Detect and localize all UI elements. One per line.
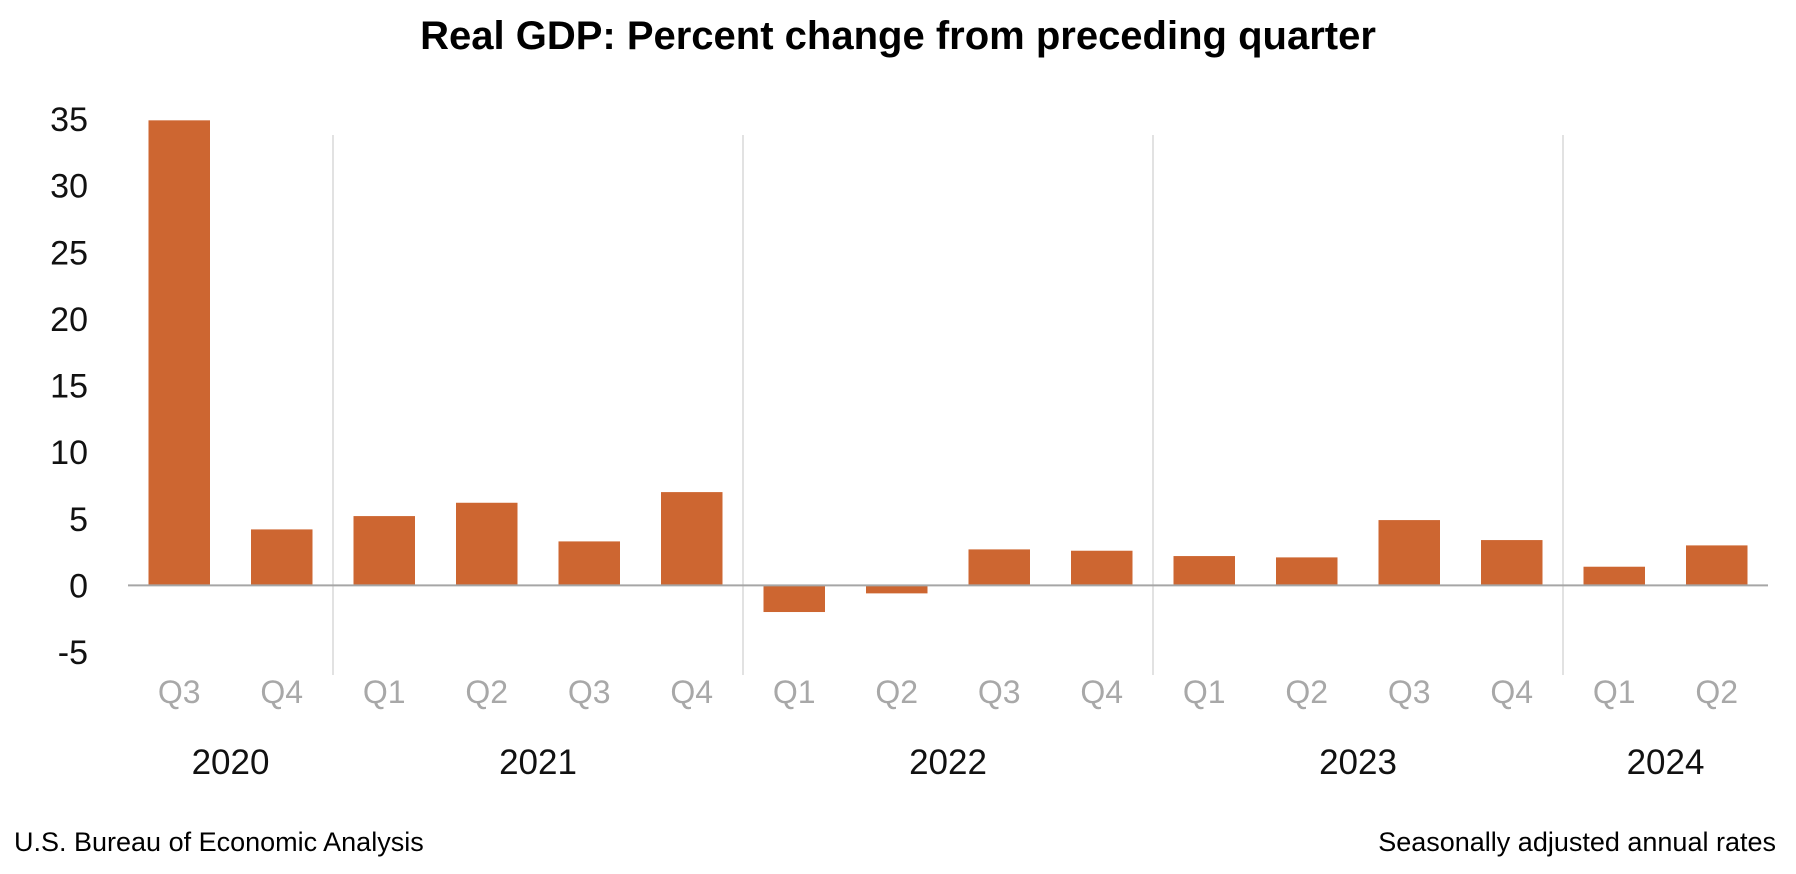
source-note: U.S. Bureau of Economic Analysis [14, 827, 424, 857]
quarter-label: Q2 [1285, 674, 1328, 710]
bar-15 [1686, 545, 1748, 586]
year-separators [332, 135, 1564, 675]
bar-13 [1481, 540, 1543, 586]
bar-4 [558, 541, 620, 586]
y-tick-label: 15 [50, 368, 88, 406]
bar-1 [251, 529, 313, 586]
year-label: 2020 [192, 743, 270, 782]
quarter-label: Q1 [773, 674, 816, 710]
quarter-label: Q3 [158, 674, 201, 710]
year-label: 2021 [499, 743, 577, 782]
quarter-label: Q3 [1388, 674, 1431, 710]
y-tick-label: 30 [50, 168, 88, 206]
quarter-label: Q2 [1695, 674, 1738, 710]
quarter-label: Q4 [1080, 674, 1123, 710]
y-tick-label: 0 [69, 567, 88, 605]
quarter-label: Q2 [875, 674, 918, 710]
quarter-label: Q1 [1183, 674, 1226, 710]
quarter-label: Q1 [363, 674, 406, 710]
bar-10 [1173, 556, 1235, 586]
y-axis-ticks: 35 30 25 20 15 10 5 0 -5 [50, 101, 88, 672]
bar-11 [1276, 557, 1338, 586]
bar-5 [661, 492, 723, 586]
year-label: 2022 [909, 743, 987, 782]
y-tick-label: 10 [50, 434, 88, 472]
quarter-label: Q1 [1593, 674, 1636, 710]
bar-6 [763, 585, 825, 613]
chart-title: Real GDP: Percent change from preceding … [420, 14, 1376, 58]
bar-12 [1378, 520, 1440, 586]
rate-note: Seasonally adjusted annual rates [1378, 827, 1776, 857]
y-tick-label: 20 [50, 301, 88, 339]
quarter-label: Q4 [670, 674, 713, 710]
bar-2 [353, 516, 415, 586]
bar-7 [866, 585, 928, 594]
year-label: 2023 [1319, 743, 1397, 782]
quarter-label: Q4 [1490, 674, 1533, 710]
quarter-label: Q3 [568, 674, 611, 710]
quarter-labels: Q3 Q4 Q1 Q2 Q3 Q4 Q1 Q2 Q3 Q4 Q1 Q2 Q3 Q4 Q1 Q2 [158, 674, 1738, 710]
bar-3 [456, 502, 518, 586]
quarter-label: Q2 [465, 674, 508, 710]
y-tick-label: 35 [50, 101, 88, 139]
bar-0 [148, 120, 210, 586]
bar-14 [1583, 566, 1645, 586]
bar-8 [968, 549, 1030, 586]
bar-9 [1071, 550, 1133, 586]
year-labels: 2020 2021 2022 2023 2024 [192, 743, 1705, 782]
y-tick-label: -5 [58, 634, 88, 672]
year-label: 2024 [1627, 743, 1705, 782]
bars-group [148, 120, 1748, 613]
quarter-label: Q4 [260, 674, 303, 710]
y-tick-label: 25 [50, 234, 88, 272]
quarter-label: Q3 [978, 674, 1021, 710]
y-tick-label: 5 [69, 501, 88, 539]
